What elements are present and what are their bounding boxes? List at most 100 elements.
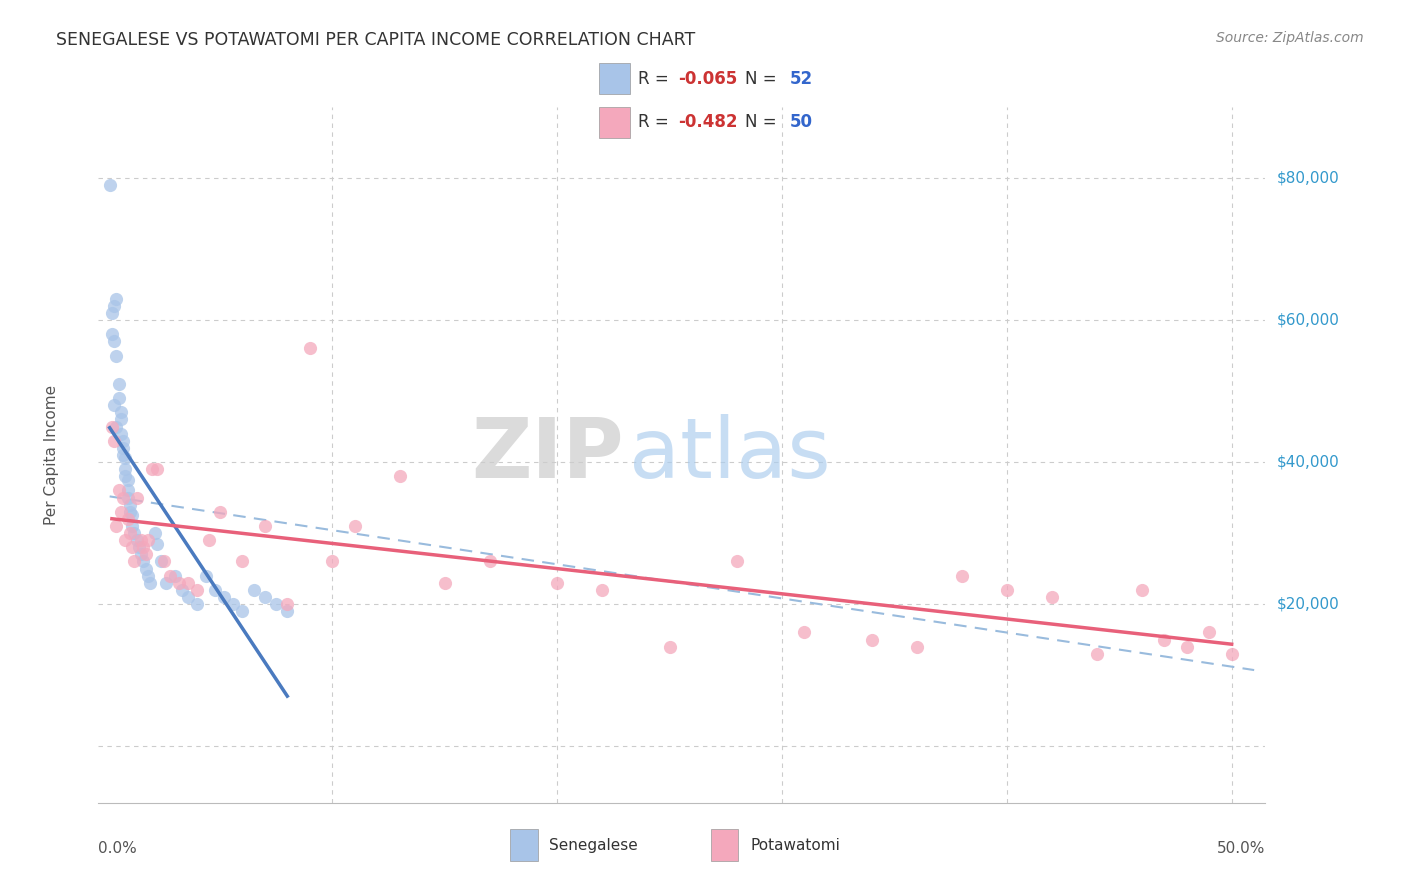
Point xyxy=(107,391,129,405)
Text: N =: N = xyxy=(745,113,782,131)
Text: Source: ZipAtlas.com: Source: ZipAtlas.com xyxy=(1216,31,1364,45)
Point xyxy=(110,412,132,426)
Point xyxy=(388,469,411,483)
Text: -0.482: -0.482 xyxy=(678,113,737,131)
Point xyxy=(129,547,152,561)
Text: $60,000: $60,000 xyxy=(1277,312,1340,327)
Point xyxy=(321,554,343,568)
Point xyxy=(195,568,218,582)
Point xyxy=(103,434,125,448)
Point xyxy=(343,519,366,533)
Point xyxy=(101,327,124,342)
Point xyxy=(136,533,159,548)
Point xyxy=(177,575,200,590)
Point xyxy=(121,508,143,523)
Point xyxy=(135,561,157,575)
Point xyxy=(114,451,136,466)
Point xyxy=(264,597,287,611)
Point xyxy=(124,526,146,541)
FancyBboxPatch shape xyxy=(711,830,738,862)
Point xyxy=(177,590,200,604)
Point xyxy=(208,505,231,519)
Point xyxy=(114,469,136,483)
Point xyxy=(214,590,236,604)
Point xyxy=(124,554,146,568)
Text: $40,000: $40,000 xyxy=(1277,455,1340,469)
Point xyxy=(132,540,155,554)
Point xyxy=(101,306,124,320)
Point xyxy=(1040,590,1063,604)
Point xyxy=(155,575,177,590)
Text: Potawatomi: Potawatomi xyxy=(751,838,841,853)
Point xyxy=(117,491,139,505)
Point xyxy=(1220,647,1243,661)
Point xyxy=(146,536,169,550)
Point xyxy=(231,554,253,568)
Point xyxy=(105,292,128,306)
Point xyxy=(139,575,162,590)
Point xyxy=(163,568,186,582)
Point xyxy=(112,491,135,505)
Point xyxy=(132,554,155,568)
Point xyxy=(118,526,141,541)
Point xyxy=(105,419,128,434)
Point xyxy=(112,434,135,448)
Text: $80,000: $80,000 xyxy=(1277,170,1340,186)
Point xyxy=(1085,647,1108,661)
Point xyxy=(860,632,883,647)
Text: Per Capita Income: Per Capita Income xyxy=(44,384,59,525)
Point xyxy=(107,483,129,498)
Point xyxy=(107,376,129,391)
Point xyxy=(150,554,173,568)
Point xyxy=(125,491,148,505)
Point xyxy=(146,462,169,476)
Point xyxy=(793,625,815,640)
Point xyxy=(105,349,128,363)
Text: SENEGALESE VS POTAWATOMI PER CAPITA INCOME CORRELATION CHART: SENEGALESE VS POTAWATOMI PER CAPITA INCO… xyxy=(56,31,696,49)
Text: R =: R = xyxy=(638,70,675,87)
Point xyxy=(128,540,150,554)
Point xyxy=(117,473,139,487)
Text: Senegalese: Senegalese xyxy=(550,838,638,853)
Text: 50.0%: 50.0% xyxy=(1218,841,1265,856)
Point xyxy=(159,568,181,582)
Point xyxy=(298,342,321,356)
Point xyxy=(546,575,568,590)
Point xyxy=(141,462,163,476)
Point xyxy=(950,568,973,582)
Point xyxy=(112,441,135,455)
Point xyxy=(103,334,125,349)
Point xyxy=(110,405,132,419)
Point xyxy=(186,582,208,597)
Point xyxy=(143,526,166,541)
Point xyxy=(114,533,136,548)
Point xyxy=(118,498,141,512)
Point xyxy=(222,597,245,611)
Point xyxy=(905,640,928,654)
Point xyxy=(135,547,157,561)
Point xyxy=(433,575,456,590)
Point xyxy=(169,575,191,590)
Point xyxy=(110,505,132,519)
Point xyxy=(117,512,139,526)
Point xyxy=(276,604,298,618)
Point xyxy=(121,519,143,533)
Point xyxy=(197,533,219,548)
Point xyxy=(152,554,174,568)
Point xyxy=(110,426,132,441)
Point xyxy=(1130,582,1153,597)
Point xyxy=(136,568,159,582)
Point xyxy=(101,419,124,434)
Point xyxy=(112,448,135,462)
Point xyxy=(125,533,148,548)
Point xyxy=(114,462,136,476)
Point xyxy=(105,519,128,533)
Text: atlas: atlas xyxy=(630,415,831,495)
Point xyxy=(98,178,121,193)
Text: R =: R = xyxy=(638,113,675,131)
FancyBboxPatch shape xyxy=(599,63,630,94)
FancyBboxPatch shape xyxy=(599,107,630,138)
Point xyxy=(658,640,681,654)
Text: 52: 52 xyxy=(790,70,813,87)
Text: 50: 50 xyxy=(790,113,813,131)
